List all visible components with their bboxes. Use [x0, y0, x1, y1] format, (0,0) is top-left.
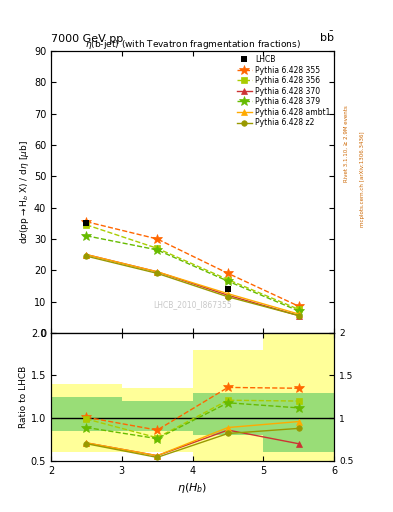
Pythia 6.428 379	[226, 278, 230, 284]
Pythia 6.428 379	[84, 233, 89, 239]
Pythia 6.428 ambt1	[226, 291, 230, 297]
LHCB	[84, 220, 89, 226]
Pythia 6.428 z2	[155, 270, 160, 276]
Y-axis label: d$\sigma$(pp$\rightarrow$H$_b$ X) / d$\eta$ [$\mu$b]: d$\sigma$(pp$\rightarrow$H$_b$ X) / d$\e…	[18, 140, 31, 244]
Pythia 6.428 z2	[296, 312, 301, 318]
Line: Pythia 6.428 z2: Pythia 6.428 z2	[84, 253, 301, 318]
Pythia 6.428 355	[155, 236, 160, 242]
Title: $\eta$(b-jet) (with Tevatron fragmentation fractions): $\eta$(b-jet) (with Tevatron fragmentati…	[84, 38, 301, 51]
Line: Pythia 6.428 370: Pythia 6.428 370	[84, 252, 301, 318]
Pythia 6.428 379	[155, 247, 160, 253]
Pythia 6.428 356	[84, 222, 89, 228]
Text: Rivet 3.1.10, ≥ 2.9M events: Rivet 3.1.10, ≥ 2.9M events	[344, 105, 349, 182]
Pythia 6.428 370	[155, 269, 160, 275]
Pythia 6.428 356	[226, 276, 230, 283]
Pythia 6.428 ambt1	[296, 311, 301, 317]
Legend: LHCB, Pythia 6.428 355, Pythia 6.428 356, Pythia 6.428 370, Pythia 6.428 379, Py: LHCB, Pythia 6.428 355, Pythia 6.428 356…	[235, 53, 332, 129]
Pythia 6.428 370	[296, 312, 301, 318]
X-axis label: $\eta(H_b)$: $\eta(H_b)$	[177, 481, 208, 495]
Pythia 6.428 370	[84, 251, 89, 258]
Y-axis label: Ratio to LHCB: Ratio to LHCB	[19, 366, 28, 428]
Pythia 6.428 356	[296, 306, 301, 312]
Pythia 6.428 z2	[226, 294, 230, 300]
Pythia 6.428 355	[296, 303, 301, 309]
Line: Pythia 6.428 ambt1: Pythia 6.428 ambt1	[84, 252, 301, 317]
Text: mcplots.cern.ch [arXiv:1306.3436]: mcplots.cern.ch [arXiv:1306.3436]	[360, 132, 365, 227]
Text: LHCB_2010_I867355: LHCB_2010_I867355	[153, 300, 232, 309]
Pythia 6.428 ambt1	[84, 251, 89, 258]
Text: b$\bar{\rm b}$: b$\bar{\rm b}$	[319, 29, 334, 44]
Pythia 6.428 ambt1	[155, 269, 160, 275]
Pythia 6.428 356	[155, 245, 160, 251]
Pythia 6.428 355	[84, 219, 89, 225]
Text: 7000 GeV pp: 7000 GeV pp	[51, 33, 123, 44]
Line: Pythia 6.428 379: Pythia 6.428 379	[82, 231, 303, 316]
Pythia 6.428 355	[226, 270, 230, 276]
Line: Pythia 6.428 356: Pythia 6.428 356	[84, 222, 301, 312]
Pythia 6.428 370	[226, 292, 230, 298]
Pythia 6.428 379	[296, 308, 301, 314]
Line: Pythia 6.428 355: Pythia 6.428 355	[82, 217, 303, 311]
LHCB	[226, 286, 230, 292]
Line: LHCB: LHCB	[83, 220, 231, 292]
Pythia 6.428 z2	[84, 253, 89, 259]
